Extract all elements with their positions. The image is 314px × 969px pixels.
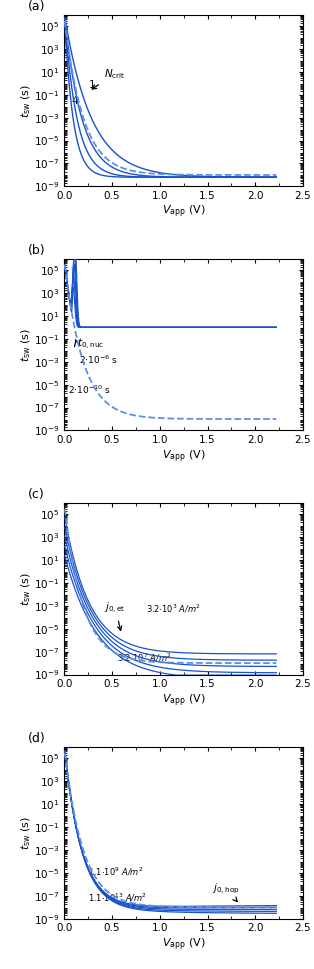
Text: 1: 1 xyxy=(89,79,96,90)
Text: $N_{\mathrm{crit}}$: $N_{\mathrm{crit}}$ xyxy=(92,67,125,89)
Y-axis label: $t_{\mathrm{sw}}$ (s): $t_{\mathrm{sw}}$ (s) xyxy=(19,816,33,850)
Text: $2{\cdot}10^{-10}$ s: $2{\cdot}10^{-10}$ s xyxy=(68,384,111,395)
Y-axis label: $t_{\mathrm{sw}}$ (s): $t_{\mathrm{sw}}$ (s) xyxy=(19,328,33,361)
Text: $1.1{\cdot}10^{13}$ A/m$^2$: $1.1{\cdot}10^{13}$ A/m$^2$ xyxy=(88,891,147,904)
Text: (c): (c) xyxy=(27,488,44,501)
Text: $t_{0,\mathrm{nuc}}$: $t_{0,\mathrm{nuc}}$ xyxy=(77,337,104,352)
Text: 4: 4 xyxy=(72,96,78,106)
Y-axis label: $t_{\mathrm{sw}}$ (s): $t_{\mathrm{sw}}$ (s) xyxy=(19,572,33,606)
Text: $2{\cdot}10^{-6}$ s: $2{\cdot}10^{-6}$ s xyxy=(79,354,118,366)
X-axis label: $V_{\mathrm{app}}$ (V): $V_{\mathrm{app}}$ (V) xyxy=(162,448,205,464)
Text: $1.1{\cdot}10^{9}$ A/m$^2$: $1.1{\cdot}10^{9}$ A/m$^2$ xyxy=(88,865,143,878)
Text: (a): (a) xyxy=(27,0,45,13)
Text: $3.2{\cdot}10^{7}$ A/m$^2$: $3.2{\cdot}10^{7}$ A/m$^2$ xyxy=(117,652,172,665)
Text: $j_{0,\mathrm{hop}}$: $j_{0,\mathrm{hop}}$ xyxy=(212,882,240,901)
X-axis label: $V_{\mathrm{app}}$ (V): $V_{\mathrm{app}}$ (V) xyxy=(162,692,205,708)
Text: $j_{0,\mathrm{et}}$: $j_{0,\mathrm{et}}$ xyxy=(105,601,126,631)
Text: (b): (b) xyxy=(27,244,45,257)
X-axis label: $V_{\mathrm{app}}$ (V): $V_{\mathrm{app}}$ (V) xyxy=(162,936,205,953)
Text: $3.2{\cdot}10^{3}$ A/m$^2$: $3.2{\cdot}10^{3}$ A/m$^2$ xyxy=(145,603,200,615)
X-axis label: $V_{\mathrm{app}}$ (V): $V_{\mathrm{app}}$ (V) xyxy=(162,204,205,221)
Y-axis label: $t_{\mathrm{sw}}$ (s): $t_{\mathrm{sw}}$ (s) xyxy=(19,83,33,117)
Text: (d): (d) xyxy=(27,732,45,745)
